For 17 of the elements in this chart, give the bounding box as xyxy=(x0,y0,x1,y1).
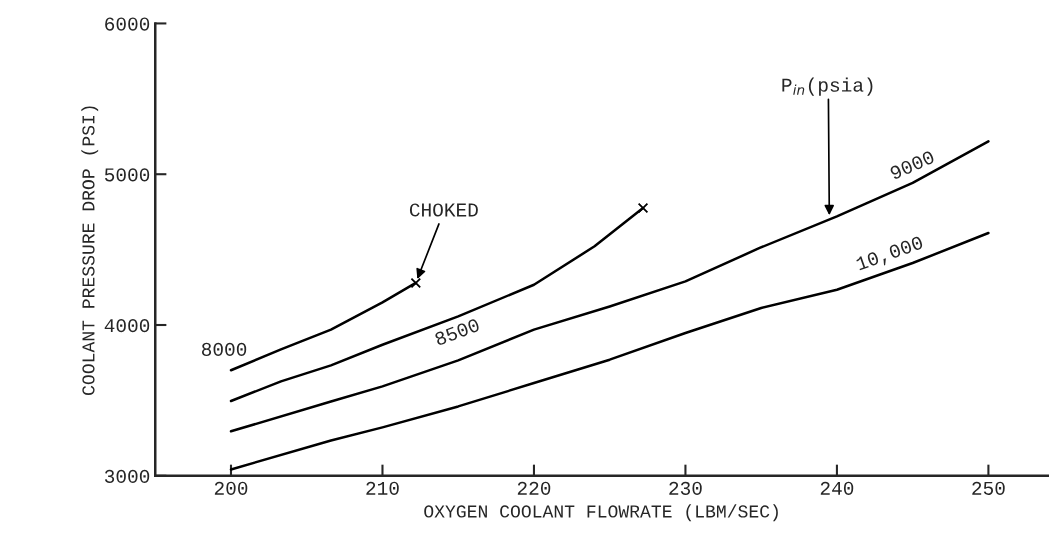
series-label: 8000 xyxy=(201,342,247,357)
y-axis-title: COOLANT PRESSURE DROP (PSI) xyxy=(81,106,99,395)
text: 8500 xyxy=(434,318,481,346)
x-tick-label: 240 xyxy=(820,481,854,495)
x-tick-label: 210 xyxy=(366,481,399,495)
y-tick-label: 4000 xyxy=(104,319,150,333)
annotation: P$_{in}$(psia) xyxy=(782,77,873,96)
y-tick-label: 3000 xyxy=(104,469,150,484)
annotation: CHOKED xyxy=(409,203,478,217)
x-tick-label: 200 xyxy=(214,481,248,495)
y-tick-label: 6000 xyxy=(105,17,150,31)
text: 9000 xyxy=(889,150,936,180)
x-tick-label: 230 xyxy=(669,481,702,495)
x-axis-title: OXYGEN COOLANT FLOWRATE (LBM/SEC) xyxy=(424,504,778,522)
x-tick-label: 220 xyxy=(517,481,551,495)
y-tick-label: 5000 xyxy=(104,168,150,182)
x-tick-label: 250 xyxy=(972,481,1005,495)
